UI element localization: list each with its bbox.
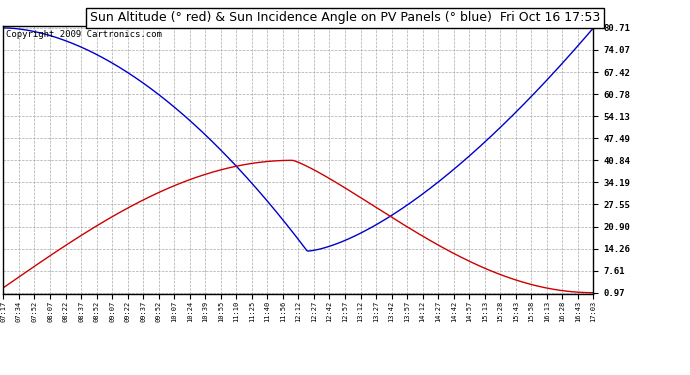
Text: Sun Altitude (° red) & Sun Incidence Angle on PV Panels (° blue)  Fri Oct 16 17:: Sun Altitude (° red) & Sun Incidence Ang… — [90, 11, 600, 24]
Text: Copyright 2009 Cartronics.com: Copyright 2009 Cartronics.com — [6, 30, 162, 39]
